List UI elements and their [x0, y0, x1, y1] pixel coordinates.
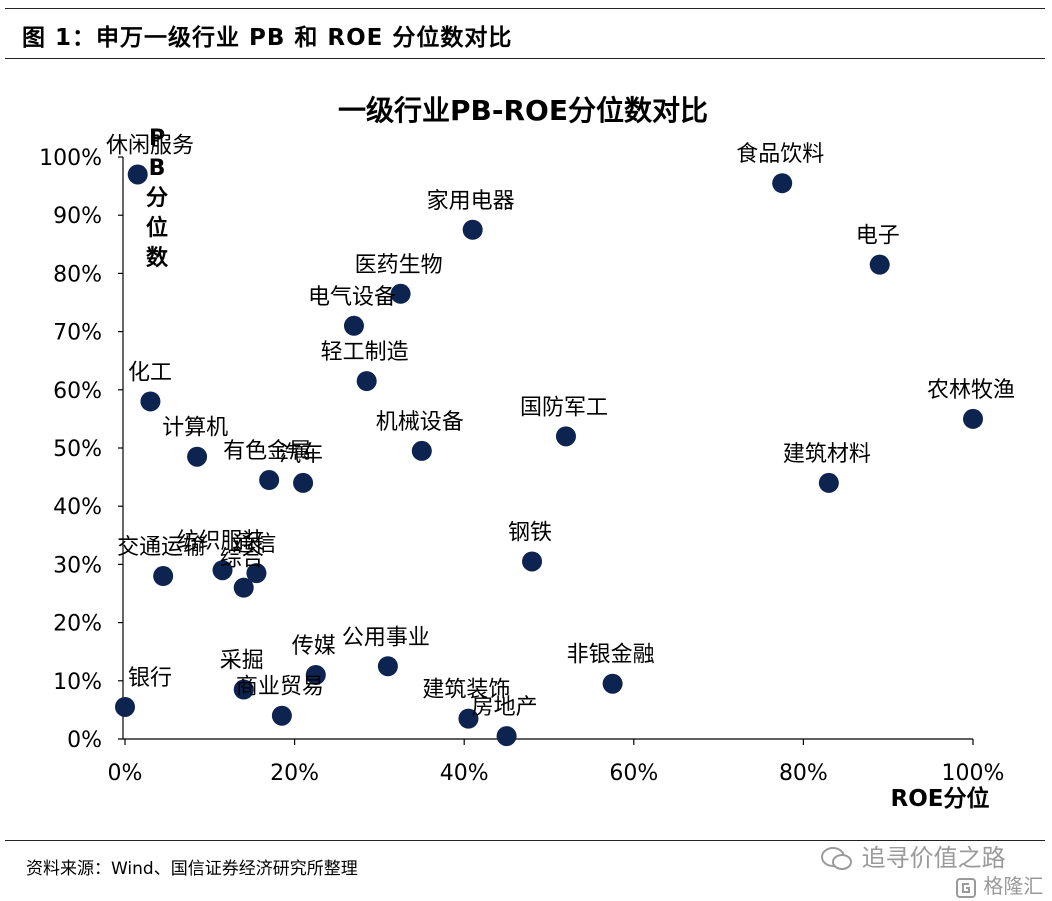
scatter-point	[462, 219, 483, 240]
point-label: 家用电器	[427, 189, 515, 214]
scatter-point	[187, 446, 208, 467]
point-label: 公用事业	[342, 625, 430, 650]
point-label: 农林牧渔	[927, 378, 1015, 403]
scatter-points	[115, 164, 983, 747]
scatter-point	[377, 656, 398, 677]
scatter-point	[293, 472, 314, 493]
point-label: 电子	[856, 224, 900, 249]
scatter-point	[259, 470, 280, 491]
scatter-point	[305, 664, 326, 685]
x-tick-label: 80%	[779, 761, 828, 786]
y-tick-label: 60%	[53, 379, 102, 404]
brand-logo-icon	[956, 877, 976, 898]
point-label: 机械设备	[376, 410, 464, 435]
y-tick-label: 90%	[53, 204, 102, 229]
point-label: 医药生物	[355, 253, 443, 278]
point-label: 有色金属	[223, 439, 311, 464]
scatter-point	[271, 705, 292, 726]
y-tick-label: 0%	[67, 728, 102, 753]
scatter-point	[522, 551, 543, 572]
point-label: 休闲服务	[106, 133, 194, 158]
point-label: 银行	[128, 666, 172, 691]
title-rule	[5, 58, 1045, 59]
x-tick-label: 0%	[108, 761, 143, 786]
point-labels: 休闲服务 食品饮料家用电器电子医药生物电气设备轻工制造化工农林牧渔国防军工机械设备…	[106, 133, 1015, 720]
top-rule	[5, 8, 1045, 9]
scatter-point	[127, 164, 148, 185]
x-tick-label: 20%	[270, 761, 319, 786]
y-tick-label: 70%	[53, 321, 102, 346]
scatter-point	[818, 472, 839, 493]
scatter-point	[390, 283, 411, 304]
scatter-point	[153, 566, 174, 587]
scatter-point	[140, 391, 161, 412]
y-axis-label-char: 分	[146, 186, 168, 211]
bottom-rule	[5, 840, 1045, 841]
scatter-point	[356, 371, 377, 392]
y-axis-label-char: 数	[146, 245, 169, 271]
point-label: 建筑材料	[783, 442, 871, 467]
scatter-point	[212, 560, 233, 581]
scatter-point	[246, 563, 267, 584]
source-note: 资料来源：Wind、国信证券经济研究所整理	[26, 859, 358, 879]
point-label: 采掘	[220, 649, 264, 674]
scatter-point	[233, 679, 254, 700]
y-tick-label: 20%	[53, 612, 102, 637]
y-tick-label: 10%	[53, 670, 102, 695]
y-tick-label: 50%	[53, 437, 102, 462]
point-label: 商业贸易	[236, 675, 324, 700]
chart-title: 一级行业PB-ROE分位数对比	[338, 94, 708, 127]
wechat-icon	[821, 847, 852, 870]
scatter-point	[963, 408, 983, 429]
y-tick-label: 40%	[53, 495, 102, 520]
y-axis-label-char: B	[149, 156, 166, 181]
point-label: 化工	[128, 360, 172, 385]
scatter-point	[772, 173, 793, 194]
scatter-point	[496, 726, 517, 747]
scatter-point	[458, 708, 479, 729]
scatter-point	[115, 696, 135, 717]
x-axis-ticks: 0% 20% 40% 60% 80% 100%	[108, 739, 1005, 786]
point-label: 计算机	[162, 416, 228, 441]
scatter-point	[233, 577, 254, 598]
brand-text: 格隆汇	[983, 874, 1044, 898]
point-label: 交通运输	[117, 535, 205, 560]
point-label: 纺织服装	[177, 529, 265, 554]
figure-title: 图 1：申万一级行业 PB 和 ROE 分位数对比	[22, 25, 513, 51]
point-label: 电气设备	[308, 285, 396, 310]
watermark-brand: 格隆汇	[955, 870, 1043, 899]
x-axis-label: ROE分位	[891, 785, 990, 812]
y-axis-ticks: 0% 10% 20% 30% 40% 50% 60% 70% 80% 90% 100%	[39, 146, 123, 753]
x-tick-label: 100%	[942, 761, 1005, 786]
point-label: 钢铁	[508, 520, 552, 545]
x-tick-label: 40%	[440, 761, 489, 786]
point-label: 国防军工	[520, 395, 608, 420]
y-tick-label: 100%	[39, 146, 102, 171]
point-label: 建筑装饰	[422, 678, 510, 703]
watermark-text: 追寻价值之路	[861, 844, 1006, 872]
point-label: 传媒	[292, 634, 336, 659]
scatter-point	[411, 440, 432, 461]
scatter-point	[343, 315, 364, 336]
point-label: 房地产	[472, 695, 538, 720]
point-label: 通信	[232, 532, 276, 557]
y-axis-label-char: 位	[146, 215, 168, 241]
scatter-point	[555, 426, 576, 447]
point-label: 轻工制造	[321, 340, 409, 365]
y-tick-label: 80%	[53, 262, 102, 287]
point-label: 综合	[220, 547, 264, 572]
point-label: 汽车	[279, 442, 323, 467]
x-tick-label: 60%	[609, 761, 658, 786]
point-label: 食品饮料	[736, 142, 824, 167]
y-axis-label-char: P	[149, 126, 165, 151]
scatter-point	[869, 254, 890, 275]
point-label: 非银金融	[567, 643, 655, 668]
y-tick-label: 30%	[53, 553, 102, 578]
scatter-point	[602, 673, 623, 694]
watermark-wechat: 追寻价值之路	[820, 838, 1006, 873]
